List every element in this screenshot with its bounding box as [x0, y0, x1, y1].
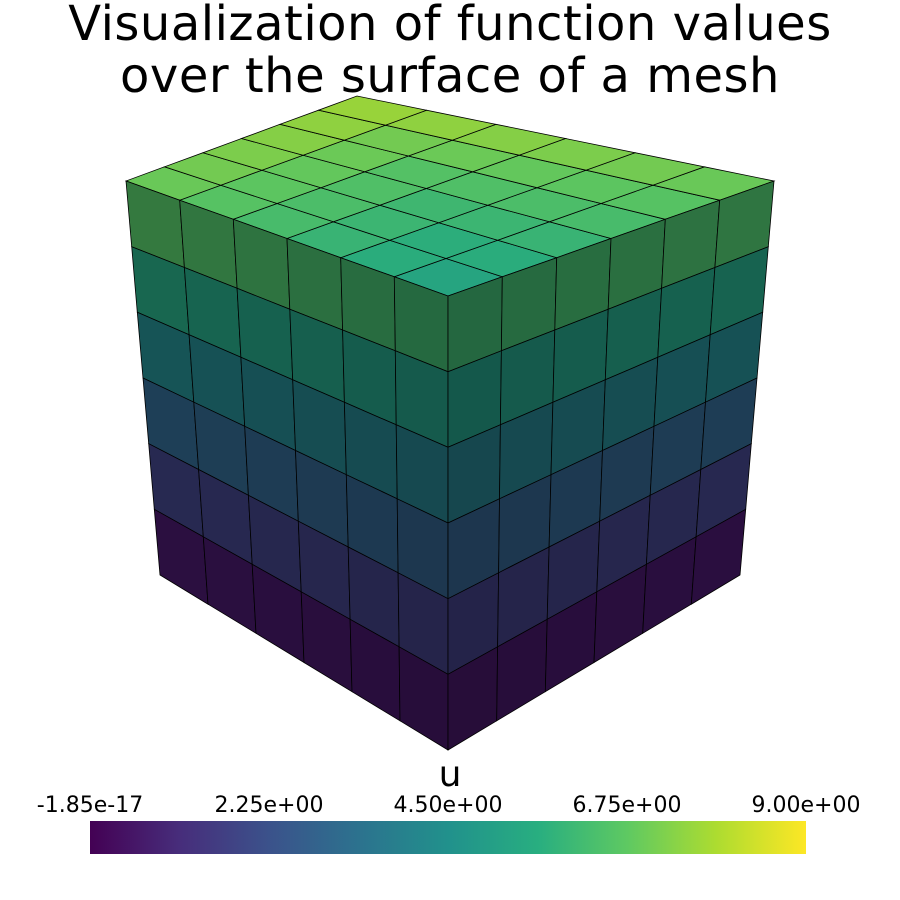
- scalar-bar-tick-label: 6.75e+00: [572, 793, 682, 818]
- scalar-bar: [90, 821, 806, 854]
- scalar-bar-tick-label: 2.25e+00: [214, 793, 324, 818]
- scalar-bar-tick-label: 9.00e+00: [751, 793, 861, 818]
- mesh-cell: [317, 95, 428, 126]
- scalar-bar-tick-label: -1.85e-17: [36, 793, 144, 818]
- mesh-cube: [124, 95, 776, 751]
- mesh-cell: [690, 508, 747, 605]
- plot-title-line-1: Visualization of function values: [68, 0, 832, 52]
- plot-title-line-2: over the surface of a mesh: [120, 48, 780, 104]
- scalar-bar-title: u: [438, 754, 462, 795]
- scalar-bar-tick-label: 4.50e+00: [393, 793, 503, 818]
